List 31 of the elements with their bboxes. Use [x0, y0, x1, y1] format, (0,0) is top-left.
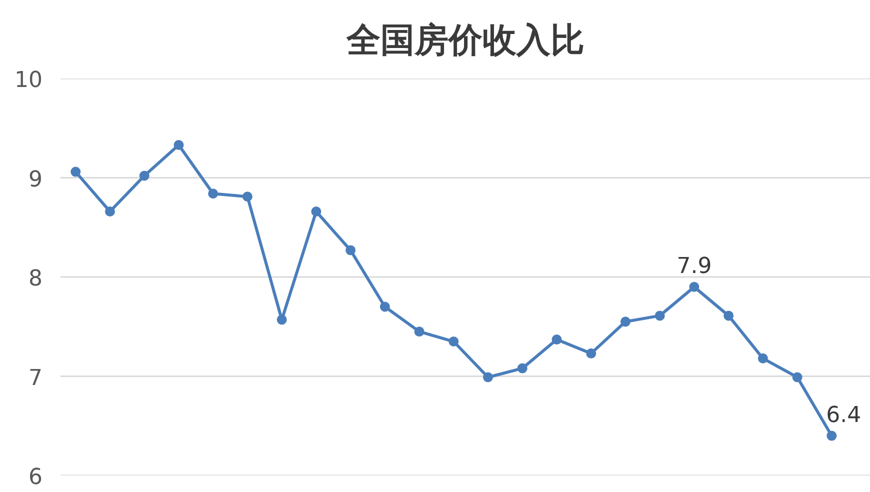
- y-tick-label: 9: [28, 167, 43, 192]
- point: [689, 282, 700, 292]
- y-tick-label: 6: [28, 465, 43, 490]
- point: [654, 310, 665, 321]
- point: [620, 316, 630, 327]
- point: [724, 310, 734, 321]
- point: [346, 245, 356, 256]
- point: [517, 363, 528, 374]
- point: [586, 348, 596, 358]
- point: [448, 336, 459, 347]
- chart-title: 全国房价收入比: [346, 20, 584, 60]
- y-tick-label: 7: [28, 366, 43, 391]
- point: [792, 372, 802, 382]
- point: [104, 206, 115, 216]
- point: [758, 353, 768, 364]
- point: [70, 166, 81, 177]
- point: [242, 192, 252, 202]
- point: [311, 206, 322, 216]
- point: [552, 334, 562, 345]
- y-tick-label: 10: [14, 68, 43, 93]
- point: [826, 430, 837, 441]
- point: [139, 170, 150, 181]
- point: [414, 326, 424, 337]
- y-tick-label: 8: [28, 266, 43, 292]
- point: [380, 302, 390, 312]
- point: [174, 140, 184, 150]
- data-label: 6.4: [826, 402, 862, 428]
- point: [483, 372, 494, 382]
- point: [276, 314, 287, 325]
- point: [208, 188, 218, 199]
- data-label: 7.9: [676, 254, 712, 279]
